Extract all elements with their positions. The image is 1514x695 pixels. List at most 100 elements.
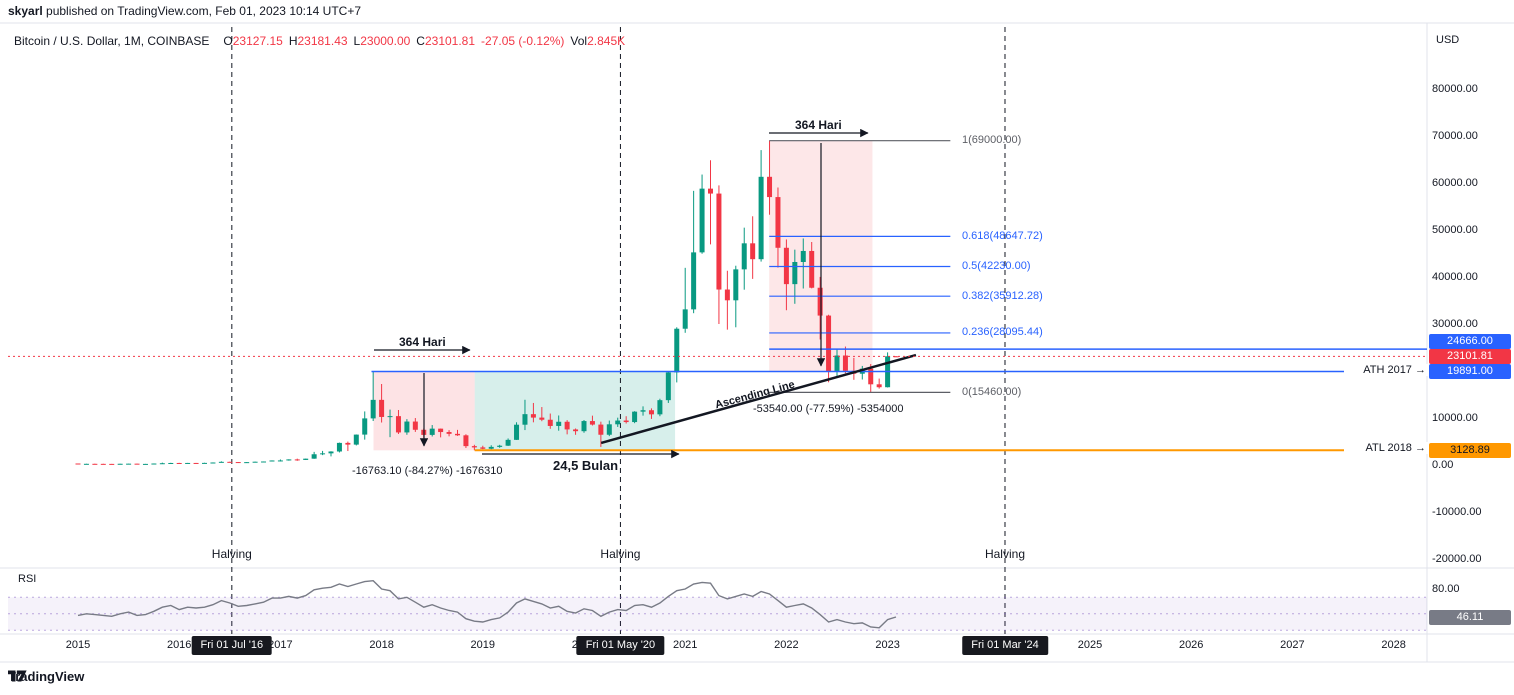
fib-retracement[interactable]	[769, 140, 951, 393]
time-tick-year: 2022	[774, 639, 799, 651]
candle-body	[514, 424, 520, 440]
open-key: O	[223, 34, 233, 48]
candle-body	[126, 463, 132, 465]
candle-body	[227, 461, 233, 463]
author-name: skyarl	[8, 4, 43, 18]
time-tick-year: 2021	[672, 639, 698, 651]
price-tick: -10000.00	[1432, 505, 1482, 518]
time-drawing-badge: Fri 01 Mar '24	[962, 636, 1048, 655]
ath-2017-label: ATH 2017 →	[1344, 364, 1428, 376]
candle-body	[733, 269, 739, 301]
candle-body	[244, 462, 250, 464]
candle-body	[691, 252, 697, 310]
candle-body	[767, 176, 773, 198]
time-tick-year: 2015	[65, 639, 91, 651]
candle-body	[176, 462, 182, 464]
price-badge-level: 24666.00	[1429, 334, 1511, 349]
rsi-tick: 80.00	[1432, 582, 1460, 595]
candle-body	[471, 446, 477, 448]
candle-body	[530, 414, 536, 418]
candle-body	[834, 355, 840, 372]
candle-body	[185, 462, 191, 464]
tradingview-footer[interactable]: TradingView	[8, 669, 84, 684]
time-tick-year: 2026	[1178, 639, 1204, 651]
price-badge-ath: 19891.00	[1429, 364, 1511, 379]
volume-key: Vol	[570, 34, 588, 48]
candle-body	[100, 463, 106, 465]
halving-lines[interactable]	[231, 27, 1006, 634]
candle-body	[826, 315, 832, 372]
candle-body	[699, 188, 705, 253]
high-key: H	[288, 34, 298, 48]
candle-body	[716, 193, 722, 290]
ascending-trend-line[interactable]	[600, 353, 917, 445]
candle-body	[446, 432, 452, 434]
price-tick: -20000.00	[1432, 552, 1482, 565]
candle-body	[800, 250, 806, 262]
rsi-indicator-label[interactable]: RSI	[18, 573, 37, 585]
candle-body	[480, 447, 486, 449]
candle-body	[640, 410, 646, 412]
open-value: 23127.15	[232, 34, 283, 48]
candle-body	[632, 411, 638, 423]
candle-body	[109, 463, 115, 465]
candle-body	[581, 421, 587, 432]
rsi-pane[interactable]	[8, 579, 1427, 631]
candle-body	[876, 384, 882, 388]
candle-body	[455, 433, 460, 436]
chart-legend: Bitcoin / U.S. Dollar, 1M, COINBASE O2312…	[14, 34, 625, 48]
price-tick: 0.00	[1432, 458, 1454, 471]
halving-label: Halving	[984, 547, 1025, 561]
candle-body	[210, 462, 216, 464]
candle-body	[606, 424, 612, 435]
candle-body	[286, 459, 292, 461]
time-tick-year: 2025	[1077, 639, 1103, 651]
price-tick: 70000.00	[1432, 129, 1478, 142]
candle-body	[505, 439, 511, 446]
price-tick: 50000.00	[1432, 223, 1478, 236]
halving-label: Halving	[600, 547, 641, 561]
currency-label: USD	[1436, 34, 1460, 46]
horizontal-rays[interactable]	[371, 348, 1427, 452]
price-tick: 30000.00	[1432, 317, 1478, 330]
candle-body	[682, 309, 688, 329]
candle-body	[303, 458, 309, 460]
candle-body	[218, 461, 224, 463]
candle-body	[202, 462, 207, 464]
candle-body	[193, 462, 199, 464]
candle-body	[159, 463, 165, 465]
candle-body	[868, 368, 874, 385]
candle-body	[412, 421, 418, 430]
price-badge-rsi: 46.11	[1429, 610, 1511, 625]
candle-body	[657, 400, 663, 415]
measure-arrows[interactable]	[374, 128, 869, 459]
candle-body	[92, 463, 98, 465]
time-tick-year: 2018	[369, 639, 394, 651]
close-key: C	[416, 34, 425, 48]
candle-body	[370, 399, 376, 419]
candle-body	[556, 421, 562, 426]
candle-body	[522, 414, 528, 425]
annotation-364-hari-2: 364 Hari	[795, 118, 842, 132]
candle-body	[758, 176, 764, 260]
fib-level-label: 0.5(42230.00)	[962, 260, 1031, 273]
fib-level-label: 0(15460.00)	[962, 385, 1022, 398]
price-badge-atl: 3128.89	[1429, 443, 1511, 458]
time-drawing-badge: Fri 01 Jul '16	[191, 636, 273, 655]
candle-body	[261, 461, 267, 463]
symbol-title[interactable]: Bitcoin / U.S. Dollar, 1M, COINBASE	[14, 34, 210, 48]
candle-body	[252, 461, 258, 463]
halving-label: Halving	[211, 547, 252, 561]
candle-body	[750, 243, 756, 260]
time-tick-year: 2028	[1381, 639, 1406, 651]
fib-level-label: 0.618(48647.72)	[962, 229, 1043, 242]
candle-body	[362, 418, 368, 435]
candle-body	[741, 243, 747, 270]
candle-body	[792, 261, 798, 285]
time-tick-year: 2019	[470, 639, 496, 651]
candle-body	[775, 197, 781, 248]
time-tick-year: 2017	[268, 639, 293, 651]
candle-body	[336, 442, 342, 452]
candle-body	[353, 434, 359, 445]
